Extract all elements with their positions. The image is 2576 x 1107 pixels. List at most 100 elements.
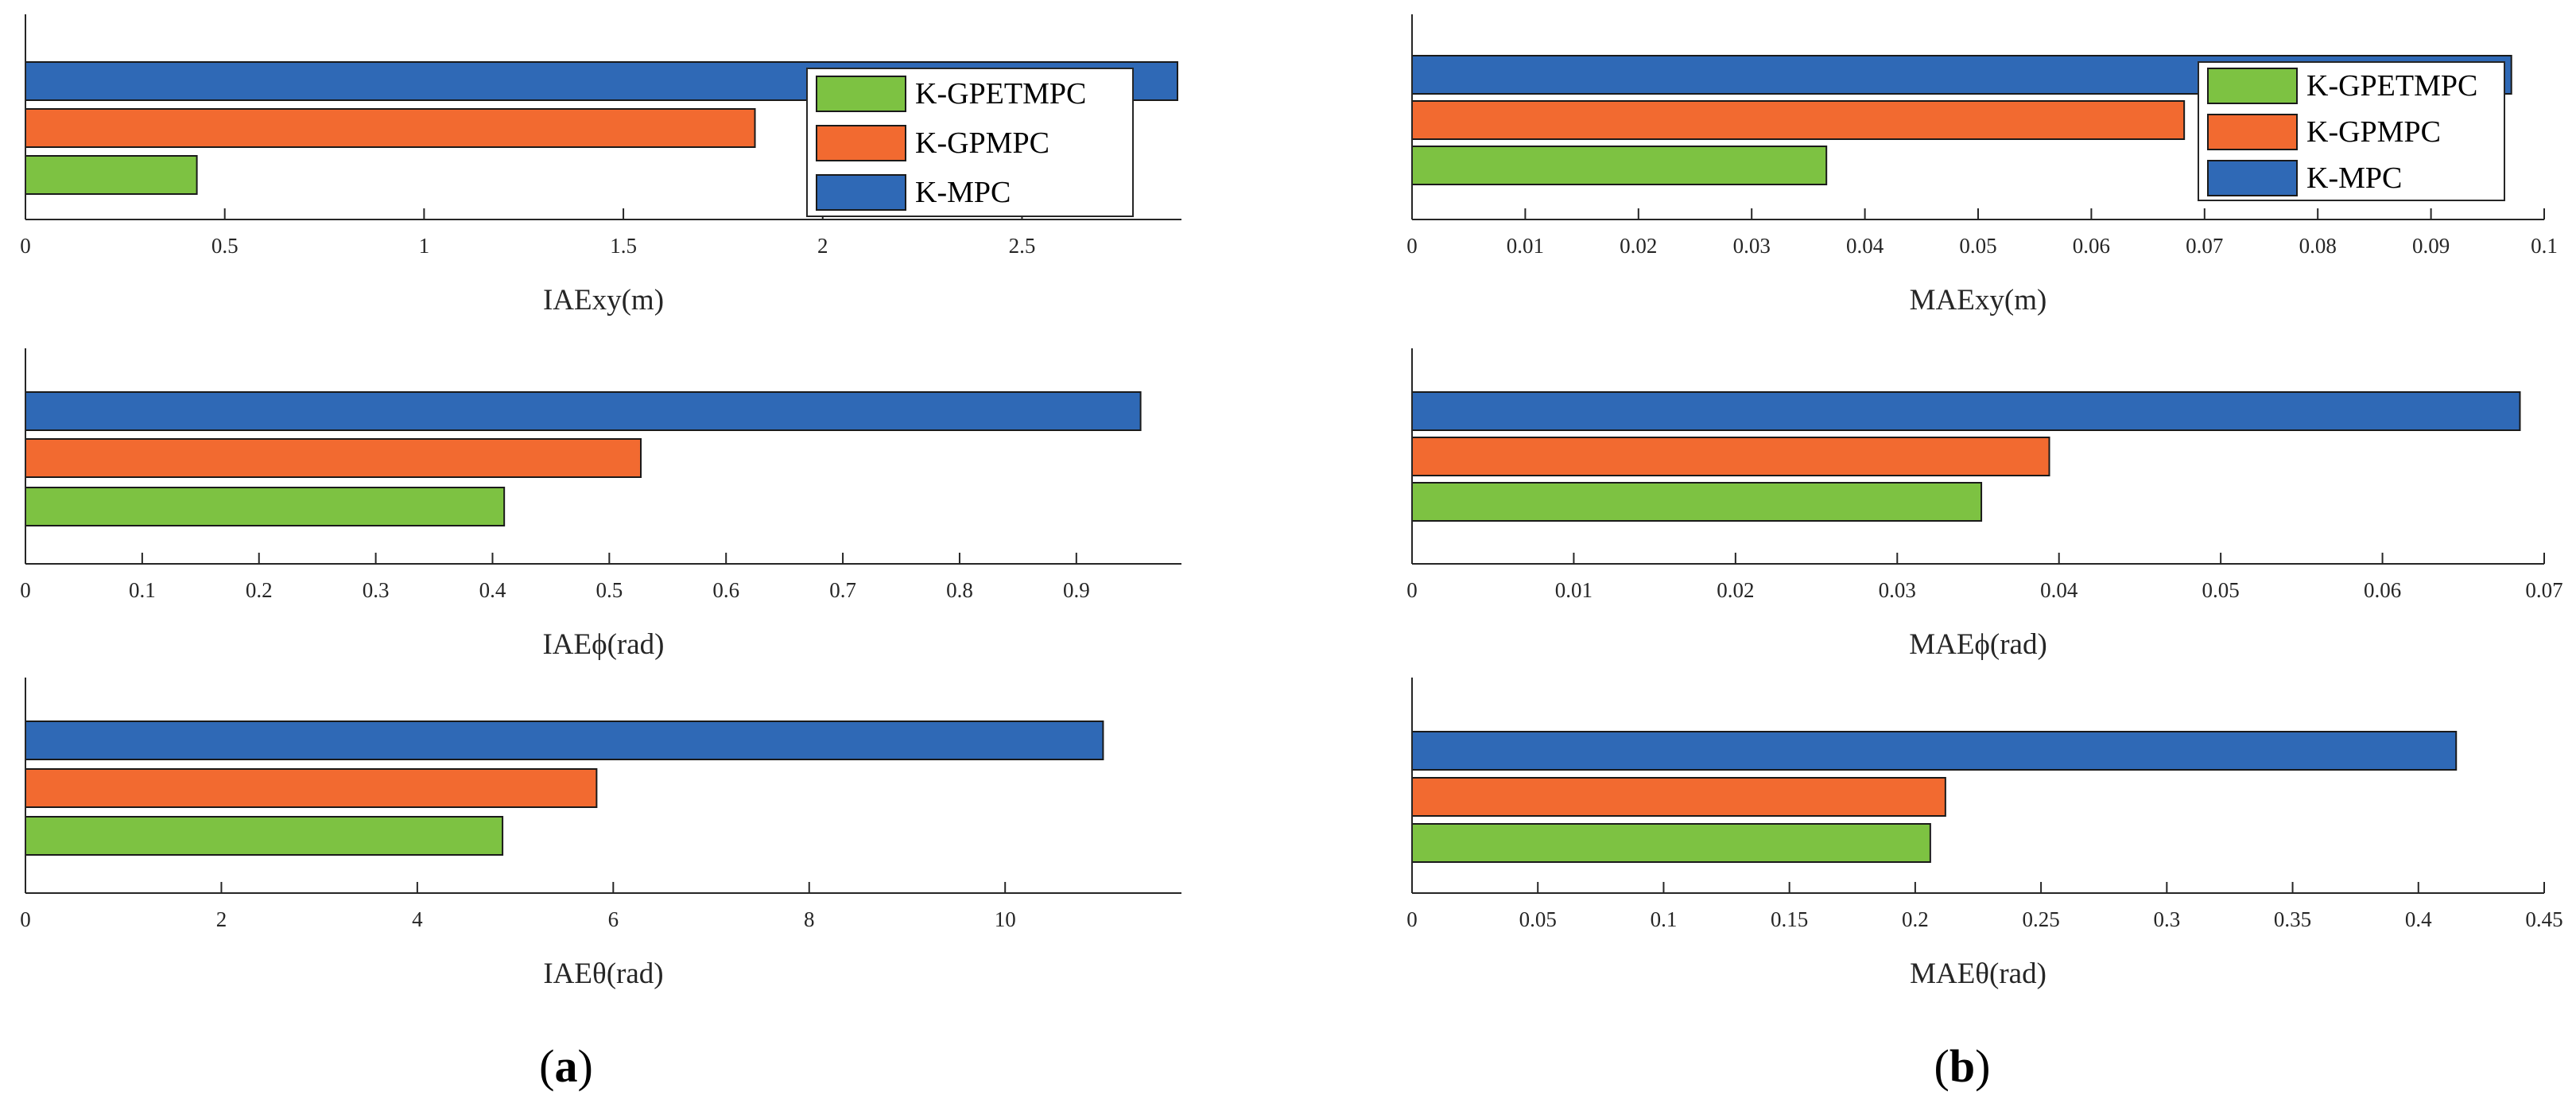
legend-label-k-gpetmpc: K-GPETMPC [915,77,1086,111]
bar-k-gpmpc [25,438,642,478]
legend-label-k-gpmpc: K-GPMPC [915,126,1049,160]
x-axis-label: IAExy(m) [543,284,664,317]
x-tick-label: 0.1 [1651,907,1678,931]
x-tick-label: 0 [20,234,31,258]
x-axis-label: MAEϕ(rad) [1909,628,2047,661]
x-tick-label: 1 [419,234,430,258]
x-tick-label: 6 [608,907,619,931]
x-tick-label: 8 [804,907,815,931]
x-tick-label: 0.01 [1507,234,1544,258]
panel-tags: (a) (b) [539,1040,1990,1092]
x-tick-label: 0.05 [2202,578,2240,602]
panel-tag-a: (a) [539,1040,593,1092]
legend-swatch-k-mpc [2207,160,2298,196]
bar-k-mpc [1411,731,2458,771]
x-tick-label: 0.04 [1846,234,1884,258]
x-tick-label: 0.06 [2364,578,2401,602]
x-tick-label: 0.3 [363,578,390,602]
x-tick-label: 0.08 [2299,234,2337,258]
legend-swatch-k-mpc [816,174,906,211]
x-tick-label: 0.04 [2040,578,2078,602]
bar-k-gpetmpc [25,816,504,856]
bar-k-gpmpc [1411,100,2186,140]
legend-label-k-gpmpc: K-GPMPC [2306,115,2441,149]
chart-mae-xy: 0 0.01 0.02 0.03 0.04 0.05 0.06 0.07 0.08 0.09 0.1… [1406,14,2558,317]
x-tick-label: 0.02 [1717,578,1754,602]
bar-k-gpmpc [1411,777,1946,817]
x-tick-label: 0.07 [2525,578,2562,602]
legend: K-GPETMPC K-GPMPC K-MPC [806,68,1134,217]
bar-k-gpmpc [25,768,598,808]
x-axis-label: IAEϕ(rad) [542,628,664,661]
panel-tag-a-letter: a [555,1040,578,1092]
x-tick-label: 2 [216,907,227,931]
x-tick-label: 0.1 [129,578,156,602]
x-tick-label: 0.4 [479,578,506,602]
legend: K-GPETMPC K-GPMPC K-MPC [2198,61,2505,201]
x-tick-label: 10 [995,907,1016,931]
bar-k-mpc [25,391,1142,431]
x-tick-label: 4 [412,907,423,931]
x-tick-label: 0.2 [1902,907,1929,931]
x-axis-label: IAEθ(rad) [543,957,663,990]
x-tick-label: 0.9 [1063,578,1090,602]
x-tick-label: 0.05 [1959,234,1996,258]
legend-swatch-k-gpetmpc [2207,68,2298,104]
x-tick-label: 0.7 [829,578,856,602]
x-tick-label: 0.02 [1620,234,1657,258]
x-tick-label: 0.03 [1733,234,1771,258]
x-tick-label: 0.45 [2525,907,2562,931]
x-tick-label: 0.35 [2274,907,2311,931]
x-tick-label: 0 [1406,907,1418,931]
x-tick-label: 0.03 [1879,578,1916,602]
legend-label-k-gpetmpc: K-GPETMPC [2306,69,2477,103]
x-tick-label: 0.01 [1555,578,1593,602]
legend-swatch-k-gpmpc [2207,114,2298,150]
x-tick-label: 0.3 [2153,907,2180,931]
legend-swatch-k-gpetmpc [816,76,906,112]
x-tick-label: 0.6 [712,578,739,602]
x-tick-label: 0.15 [1771,907,1808,931]
x-tick-label: 0 [1406,234,1418,258]
bar-k-mpc [1411,391,2521,431]
chart-mae-phi: 0 0.01 0.02 0.03 0.04 0.05 0.06 0.07 MAEϕ(rad) [1406,348,2563,661]
x-tick-label: 0.2 [246,578,273,602]
x-tick-label: 0 [20,907,31,931]
chart-iae-phi: 0 0.1 0.2 0.3 0.4 0.5 0.6 0.7 0.8 0.9 IAEϕ(rad) [20,348,1181,661]
bar-k-gpetmpc [1411,146,1828,185]
x-tick-label: 0 [20,578,31,602]
bar-k-gpmpc [25,108,756,148]
chart-mae-theta: 0 0.05 0.1 0.15 0.2 0.25 0.3 0.35 0.4 0.45 MAEθ(ra… [1406,678,2563,990]
x-axis-label: MAEθ(rad) [1910,957,2046,990]
x-tick-label: 0.25 [2022,907,2059,931]
chart-iae-theta: 0 2 4 6 8 10 IAEθ(rad) [20,678,1181,990]
bar-k-mpc [25,721,1104,760]
panel-tag-b: (b) [1934,1040,1991,1092]
x-tick-label: 0.5 [596,578,623,602]
x-tick-label: 2.5 [1009,234,1036,258]
x-tick-label: 2 [817,234,828,258]
x-tick-label: 0.07 [2186,234,2223,258]
x-tick-label: 1.5 [610,234,637,258]
x-tick-label: 0.06 [2073,234,2110,258]
x-tick-label: 0.4 [2405,907,2432,931]
legend-label-k-mpc: K-MPC [915,176,1011,209]
bar-k-gpetmpc [25,487,506,526]
legend-swatch-k-gpmpc [816,125,906,161]
x-tick-label: 0.8 [946,578,973,602]
bar-k-gpmpc [1411,437,2050,476]
panel-tag-b-letter: b [1949,1040,1975,1092]
bar-k-gpetmpc [1411,482,1983,522]
x-tick-label: 0.5 [211,234,239,258]
x-tick-label: 0 [1406,578,1418,602]
x-tick-label: 0.1 [2531,234,2558,258]
panels: 0 0.5 1 1.5 2 2.5 IAExy(m) K-GPETMPC K-GPMPC K-MP… [20,14,2563,990]
x-tick-label: 0.05 [1519,907,1557,931]
chart-iae-xy: 0 0.5 1 1.5 2 2.5 IAExy(m) K-GPETMPC K-GPMPC K-MP… [20,14,1181,317]
bar-k-gpetmpc [25,155,198,195]
bar-k-gpetmpc [1411,823,1931,863]
x-axis-label: MAExy(m) [1910,284,2047,317]
legend-label-k-mpc: K-MPC [2306,161,2402,195]
x-tick-label: 0.09 [2412,234,2450,258]
